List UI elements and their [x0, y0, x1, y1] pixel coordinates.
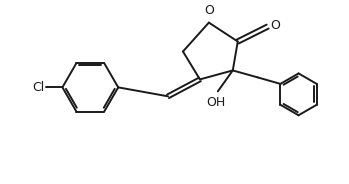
- Text: O: O: [204, 4, 214, 17]
- Text: Cl: Cl: [32, 81, 44, 94]
- Text: O: O: [270, 19, 281, 32]
- Text: OH: OH: [206, 96, 225, 109]
